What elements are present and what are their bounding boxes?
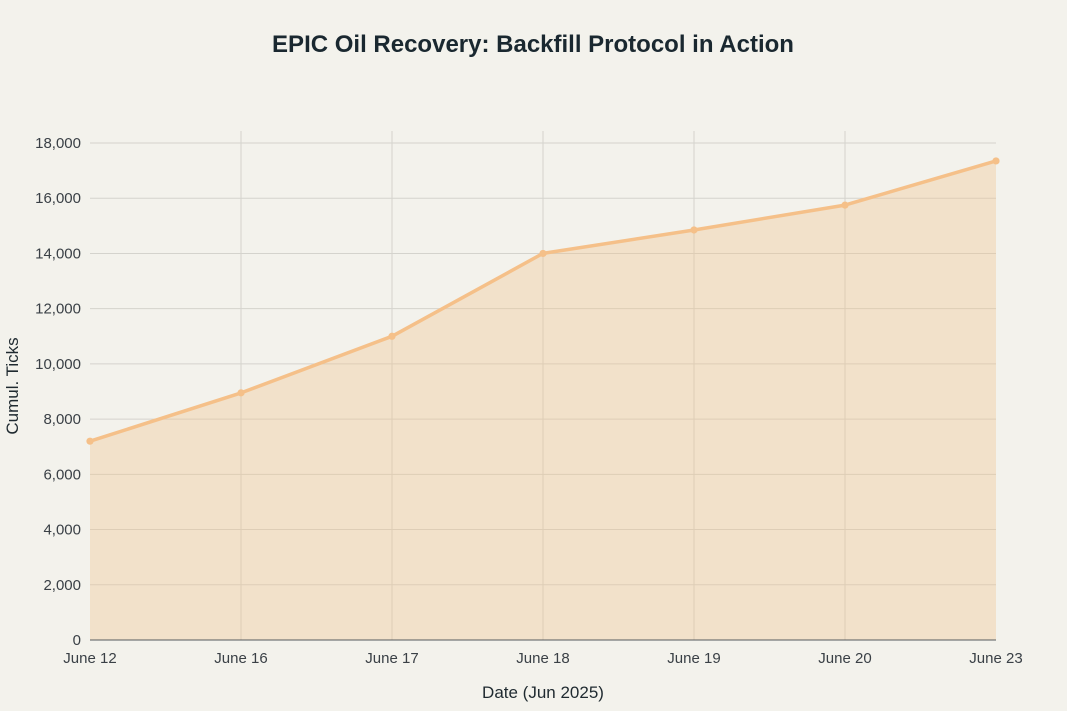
points-layer — [86, 157, 1000, 445]
x-tick-label: June 12 — [63, 650, 116, 667]
x-tick-label: June 18 — [516, 650, 569, 667]
data-point[interactable] — [992, 157, 1000, 165]
data-point[interactable] — [388, 332, 396, 340]
data-point[interactable] — [539, 249, 547, 258]
x-tick-label: June 17 — [365, 650, 418, 667]
y-tick-label: 8,000 — [43, 411, 81, 428]
y-tick-label: 2,000 — [43, 577, 81, 594]
y-tick-label: 6,000 — [43, 466, 81, 483]
y-tick-label: 12,000 — [35, 301, 81, 318]
grid-layer — [90, 131, 996, 640]
data-point[interactable] — [690, 226, 698, 234]
x-tick-label: June 23 — [969, 650, 1022, 667]
y-tick-label: 0 — [73, 632, 81, 649]
area-layer — [90, 160, 996, 640]
y-axis-title: Cumul. Ticks — [3, 337, 22, 434]
x-tick-label: June 19 — [667, 650, 720, 667]
data-point[interactable] — [841, 201, 849, 209]
series-area — [90, 160, 996, 640]
x-axis-title: Date (Jun 2025) — [482, 683, 604, 702]
y-tick-labels: 0 2,000 4,000 6,000 8,000 10,000 12,000 14,000 1… — [35, 135, 81, 649]
y-tick-label: 14,000 — [35, 245, 81, 262]
y-tick-label: 16,000 — [35, 190, 81, 207]
y-tick-label: 10,000 — [35, 356, 81, 373]
data-point[interactable] — [237, 389, 245, 397]
x-tick-label: June 20 — [818, 650, 871, 667]
x-tick-label: June 16 — [214, 650, 267, 667]
chart-title: EPIC Oil Recovery: Backfill Protocol in … — [272, 31, 794, 58]
y-tick-label: 4,000 — [43, 522, 81, 539]
data-point[interactable] — [86, 437, 94, 445]
x-tick-labels: June 12 June 16 June 17 June 18 June 19 June … — [63, 650, 1022, 667]
y-tick-label: 18,000 — [35, 135, 81, 152]
